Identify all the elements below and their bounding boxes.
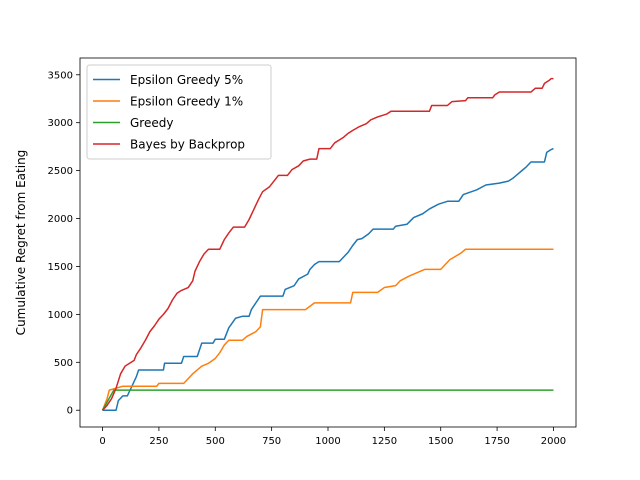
y-tick-label: 1500 (48, 262, 73, 273)
y-tick-label: 1000 (48, 310, 73, 321)
y-tick-label: 2000 (48, 214, 73, 225)
plot-lines (101, 77, 554, 411)
x-tick-label: 1500 (428, 436, 453, 447)
legend-box (86, 64, 272, 160)
y-tick-label: 2500 (48, 166, 73, 177)
x-tick-label: 1000 (315, 436, 340, 447)
x-axis: 0 250 500 750 1000 1250 1500 1750 2000 (99, 427, 566, 447)
legend-label-4: Bayes by Backprop (130, 138, 245, 152)
y-tick-label: 500 (54, 358, 73, 369)
x-tick-label: 750 (262, 436, 281, 447)
legend-label-2: Epsilon Greedy 1% (130, 95, 243, 109)
x-tick-label: 1750 (484, 436, 509, 447)
legend: Epsilon Greedy 5% Epsilon Greedy 1% Greedy… (86, 64, 272, 160)
x-tick-label: 500 (206, 436, 225, 447)
y-tick-label: 3500 (48, 70, 73, 81)
series-line-1 (102, 147, 554, 411)
x-tick-label: 250 (149, 436, 168, 447)
x-tick-label: 1250 (372, 436, 397, 447)
series-line-3 (101, 389, 554, 411)
y-tick-label: 0 (67, 406, 73, 417)
series-line-2 (101, 248, 554, 411)
y-tick-label: 3000 (48, 118, 73, 129)
x-tick-label: 2000 (541, 436, 566, 447)
y-axis: 0 500 1000 1500 2000 2500 3000 3500 (48, 70, 80, 417)
legend-label-1: Epsilon Greedy 5% (130, 73, 243, 87)
series-line-4 (102, 77, 554, 411)
y-axis-label: Cumulative Regret from Eating (14, 150, 28, 336)
x-tick-label: 0 (99, 436, 105, 447)
legend-label-3: Greedy (130, 116, 173, 130)
